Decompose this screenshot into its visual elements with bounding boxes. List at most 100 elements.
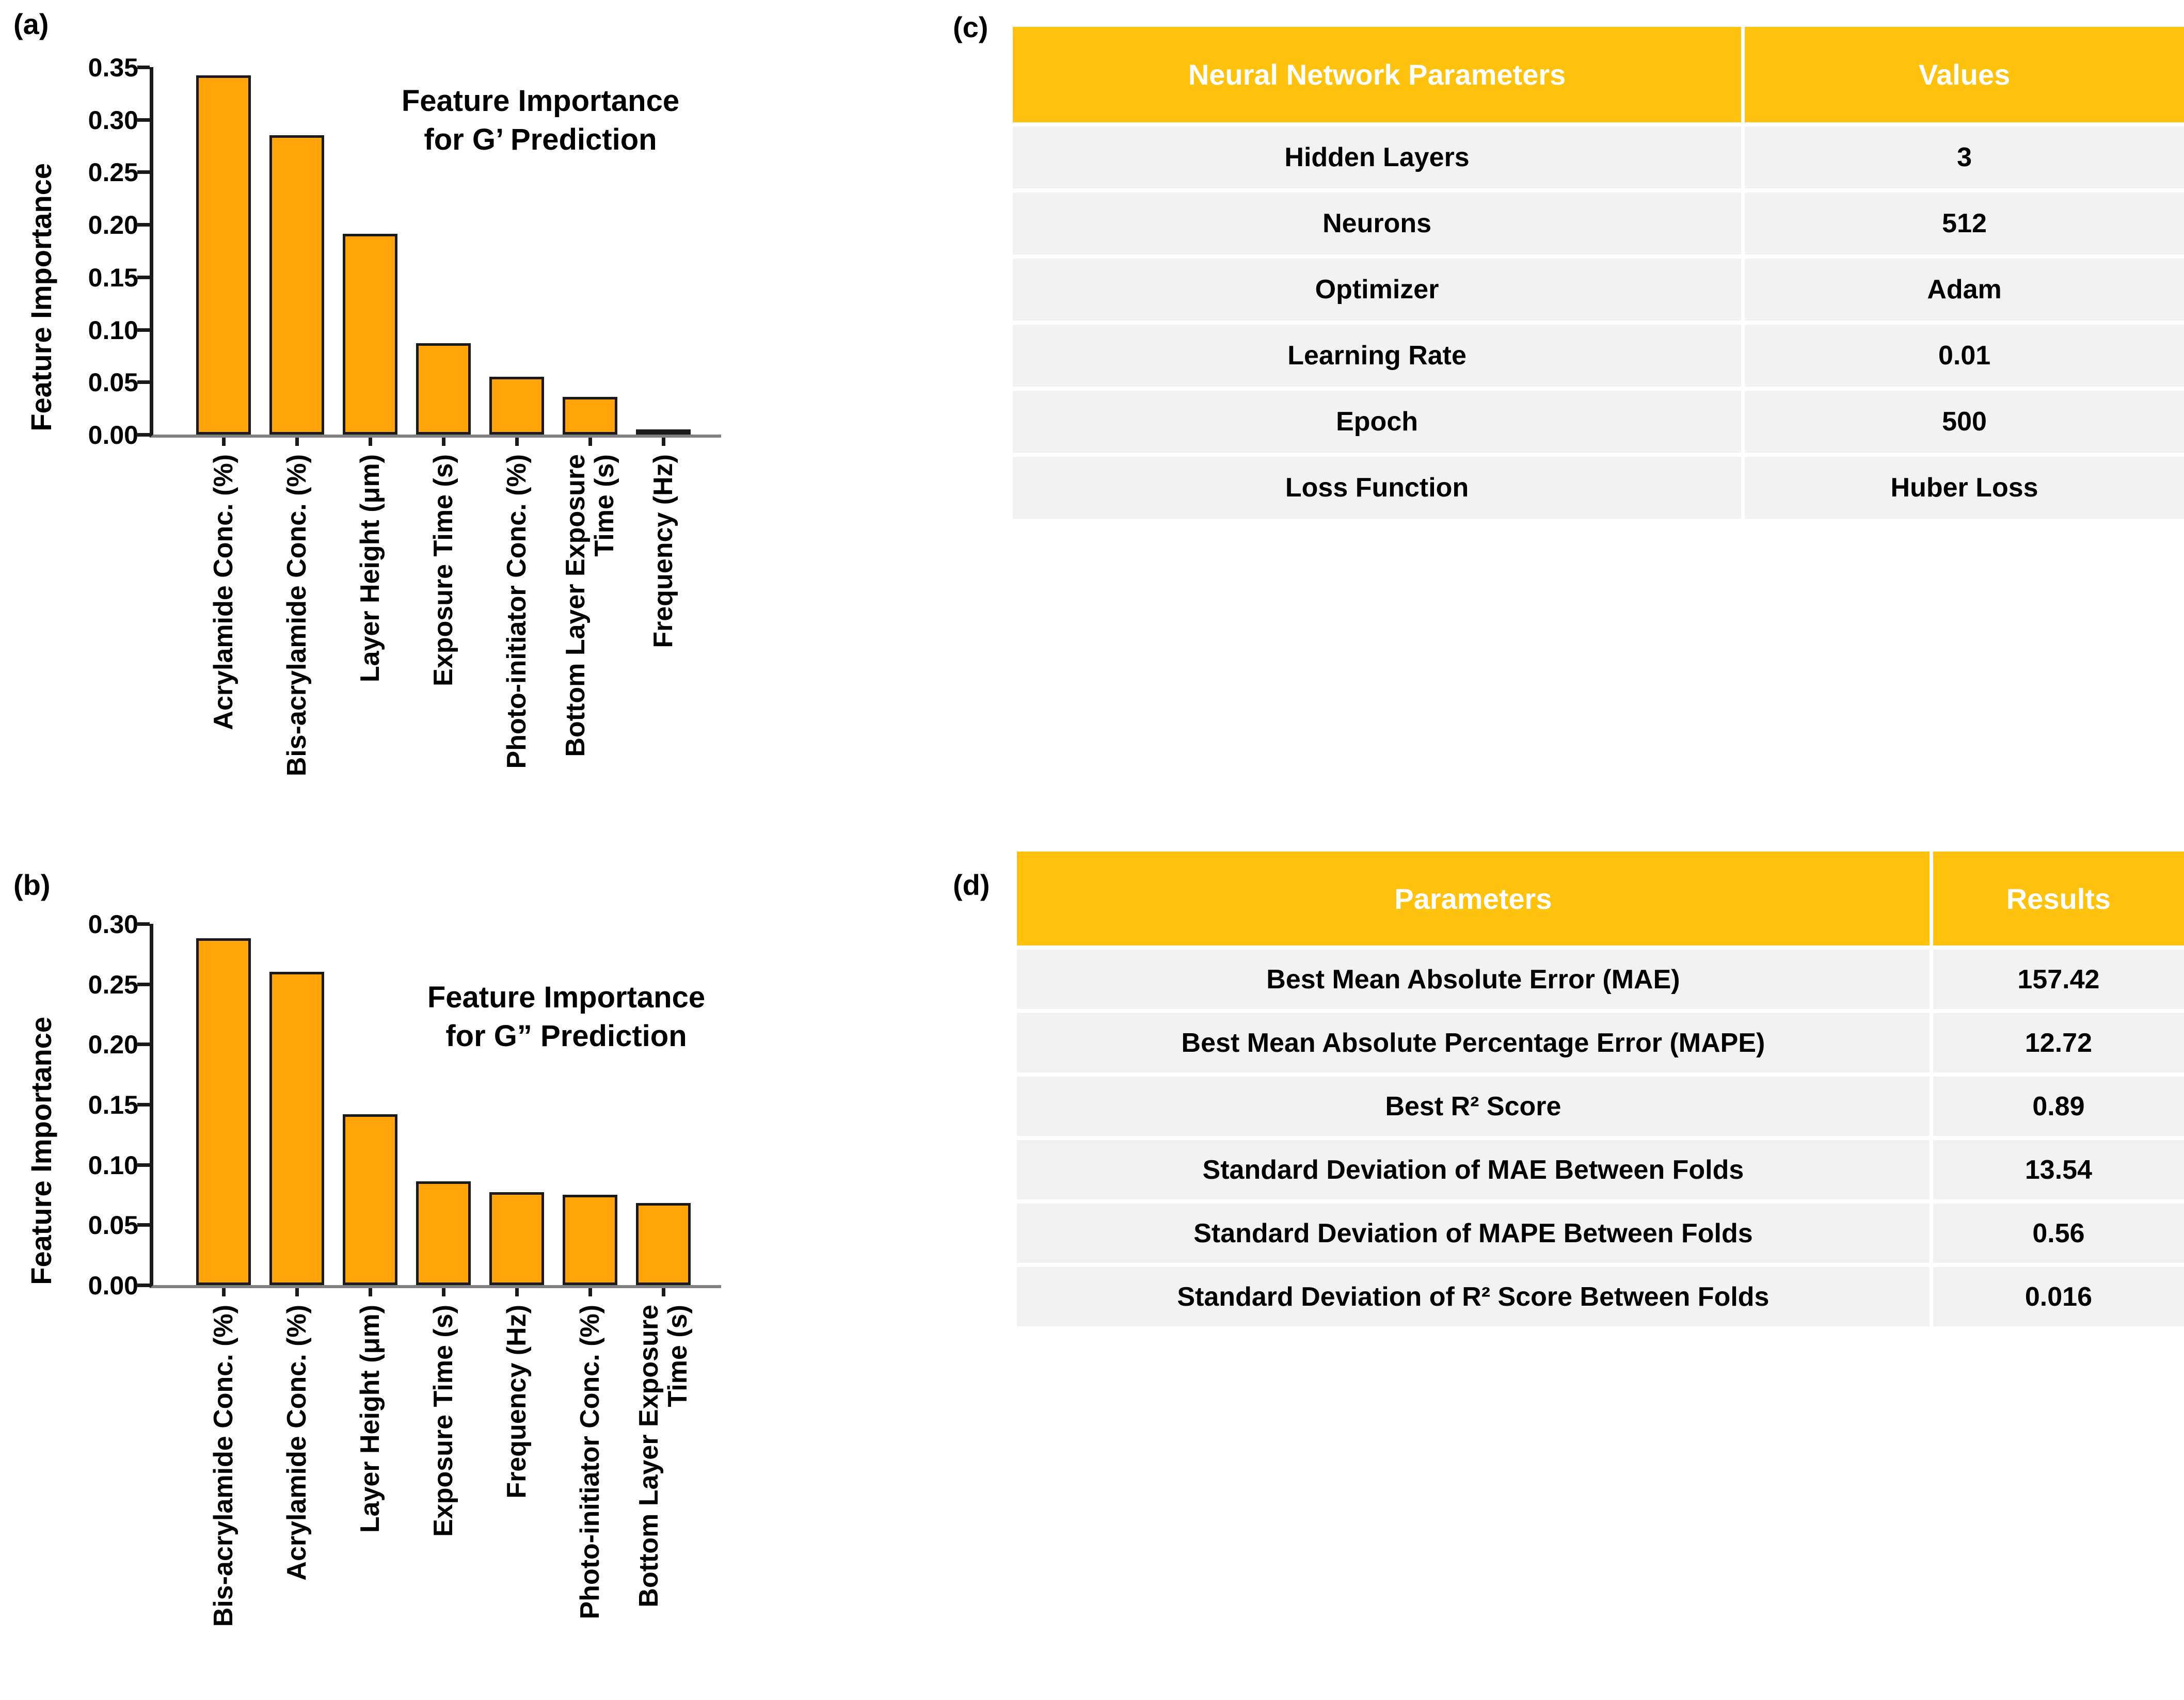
y-axis-title-wrap: Feature Importance (21, 114, 62, 481)
x-tick-label: Layer Height (μm) (355, 1305, 385, 1533)
y-tick-mark (137, 223, 150, 227)
table-row: Hidden Layers 3 (1013, 126, 2184, 188)
table-row: Loss Function Huber Loss (1013, 457, 2184, 519)
x-tick-label: Acrylamide Conc. (%) (281, 1305, 312, 1581)
table-row: Neurons 512 (1013, 193, 2184, 254)
panel-label-c: (c) (953, 11, 989, 43)
y-axis-title: Feature Importance (24, 163, 57, 431)
table-cell-parameter: Standard Deviation of MAPE Between Folds (1017, 1204, 1933, 1263)
table-cell-value: 500 (1942, 407, 1987, 437)
y-tick-label: 0.25 (88, 158, 138, 187)
x-tick-labels: Bis-acrylamide Conc. (%) Acrylamide Conc.… (153, 1305, 721, 1687)
bar (343, 1114, 397, 1285)
y-tick-mark (137, 118, 150, 122)
y-tick-mark (137, 380, 150, 384)
table-cell-value: 13.54 (2024, 1154, 2092, 1185)
table-cell-value: 0.56 (2032, 1218, 2085, 1248)
table-row: Standard Deviation of MAPE Between Folds… (1017, 1204, 2184, 1263)
y-tick-label: 0.05 (88, 1211, 138, 1240)
panel-label-d: (d) (953, 869, 990, 901)
x-tick-mark (222, 438, 226, 446)
y-tick-mark (137, 328, 150, 332)
y-axis-title: Feature Importance (24, 1017, 57, 1285)
bar (563, 1195, 617, 1285)
panel-label-a: (a) (13, 8, 49, 40)
y-tick-mark (137, 922, 150, 926)
x-tick-mark (515, 1288, 519, 1296)
table-cell-value: 0.016 (2024, 1281, 2092, 1312)
bar (196, 938, 251, 1285)
x-tick-label-cell: Photo-initiator Conc. (%) (480, 454, 553, 867)
x-tick-mark (662, 1288, 665, 1296)
x-tick-mark (442, 1288, 445, 1296)
x-tick-label: Bis-acrylamide Conc. (%) (281, 454, 312, 777)
x-tick-mark (295, 438, 299, 446)
y-tick-mark (137, 1103, 150, 1106)
x-tick-label-cell: Frequency (Hz) (480, 1305, 553, 1687)
x-tick-label: Bottom Layer Exposure Time (s) (633, 1305, 693, 1608)
y-tick-mark (137, 1223, 150, 1227)
x-tick-label-cell: Bottom Layer Exposure Time (s) (627, 1305, 700, 1687)
table-cell-parameter: Learning Rate (1013, 325, 1745, 387)
y-tick-mark (137, 1043, 150, 1047)
x-tick-label-cell: Exposure Time (s) (407, 1305, 480, 1687)
x-tick-label-cell: Photo-initiator Conc. (%) (553, 1305, 627, 1687)
x-tick-label-cell: Frequency (Hz) (627, 454, 700, 867)
table-row: Best Mean Absolute Error (MAE) 157.42 (1017, 950, 2184, 1009)
x-tick-label: Exposure Time (s) (428, 1305, 458, 1537)
bar (489, 377, 544, 435)
table-cell-parameter: Best Mean Absolute Error (MAE) (1017, 950, 1933, 1009)
table-row: Best Mean Absolute Percentage Error (MAP… (1017, 1013, 2184, 1072)
x-tick-label-cell: Acrylamide Conc. (%) (187, 454, 260, 867)
y-tick-label: 0.25 (88, 970, 138, 999)
table-row: Best R² Score 0.89 (1017, 1077, 2184, 1136)
chart-title: Feature Importance for G” Prediction (427, 981, 706, 1053)
panel-label-b: (b) (13, 869, 51, 901)
table-header-value: Results (2006, 882, 2111, 915)
bar (269, 972, 324, 1285)
x-tick-mark (369, 438, 372, 446)
y-tick-mark (137, 170, 150, 174)
y-tick-label: 0.35 (88, 53, 138, 82)
x-tick-mark (588, 1288, 592, 1296)
x-tick-label: Bottom Layer Exposure Time (s) (560, 454, 619, 757)
x-tick-label-cell: Bottom Layer Exposure Time (s) (553, 454, 627, 867)
table-cell-parameter: Best R² Score (1017, 1077, 1933, 1136)
y-tick-mark (137, 433, 150, 437)
chart-feature-importance-g-prime: Feature Importance 0.00 0.05 0.10 0.15 0.20 0.… (21, 49, 795, 870)
plot-area: Feature Importance for G’ Prediction (137, 66, 721, 446)
x-tick-label-cell: Acrylamide Conc. (%) (260, 1305, 333, 1687)
x-tick-label-cell: Exposure Time (s) (407, 454, 480, 867)
table-header-value: Values (1918, 58, 2011, 91)
table-results: Parameters Results Best Mean Absolute Erro… (1017, 852, 2184, 1326)
y-tick-label: 0.05 (88, 368, 138, 397)
table-row: Learning Rate 0.01 (1013, 325, 2184, 387)
x-tick-label-cell: Layer Height (μm) (333, 1305, 407, 1687)
y-tick-labels: 0.00 0.05 0.10 0.15 0.20 0.25 0.30 0.35 (62, 55, 150, 448)
table-cell-parameter: Neurons (1013, 193, 1745, 254)
table-row: Epoch 500 (1013, 391, 2184, 453)
table-cell-value: 0.89 (2032, 1091, 2085, 1121)
y-tick-label: 0.15 (88, 263, 138, 292)
x-tick-mark (662, 438, 665, 446)
y-tick-label: 0.10 (88, 315, 138, 345)
y-axis-title-wrap: Feature Importance (21, 970, 62, 1332)
y-tick-label: 0.00 (88, 1271, 138, 1300)
x-tick-label-cell: Bis-acrylamide Conc. (%) (260, 454, 333, 867)
table-row: Standard Deviation of R² Score Between F… (1017, 1267, 2184, 1326)
table-header-parameter: Parameters (1017, 852, 1933, 945)
table-cell-value: 0.01 (1938, 341, 1991, 371)
y-tick-label: 0.10 (88, 1150, 138, 1180)
bar (196, 75, 251, 435)
table-cell-value: 12.72 (2024, 1028, 2092, 1058)
y-tick-label: 0.15 (88, 1090, 138, 1119)
chart-title: Feature Importance for G’ Prediction (401, 84, 680, 157)
y-tick-mark (137, 275, 150, 279)
x-tick-label: Exposure Time (s) (428, 454, 458, 686)
table-neural-network-parameters: Neural Network Parameters Values Hidden La… (1013, 27, 2184, 519)
x-tick-label: Bis-acrylamide Conc. (%) (208, 1305, 238, 1627)
bar (489, 1192, 544, 1285)
y-tick-label: 0.00 (88, 421, 138, 450)
table-header-row: Parameters Results (1017, 852, 2184, 945)
